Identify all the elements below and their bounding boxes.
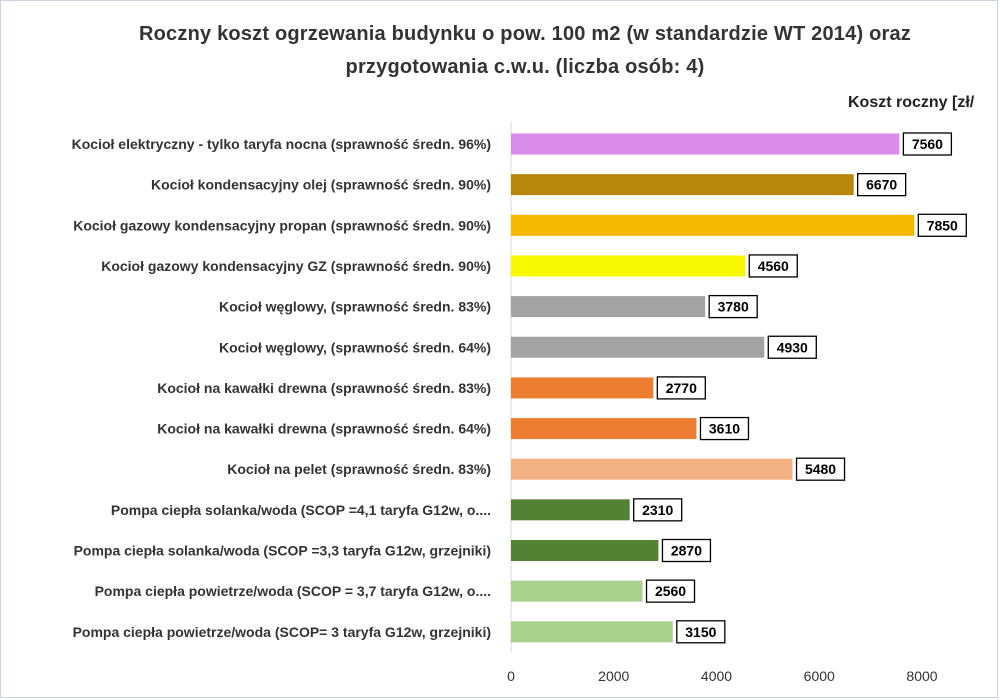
bar [511, 377, 654, 399]
data-label: 3150 [685, 624, 716, 640]
category-label: Kocioł gazowy kondensacyjny GZ (sprawnoś… [101, 258, 491, 274]
data-label: 2560 [655, 583, 686, 599]
data-label: 5480 [805, 461, 836, 477]
data-label: 3610 [709, 421, 740, 437]
data-label-box [676, 620, 726, 644]
category-label: Pompa ciepła solanka/woda (SCOP =4,1 tar… [111, 502, 491, 518]
data-label: 6670 [866, 177, 897, 193]
data-label: 7560 [912, 136, 943, 152]
bar [511, 214, 915, 236]
category-label: Pompa ciepła powietrze/woda (SCOP = 3,7 … [95, 583, 491, 599]
category-label: Kocioł węglowy, (sprawność średn. 83%) [219, 299, 491, 315]
category-label: Kocioł kondensacyjny olej (sprawność śre… [151, 177, 491, 193]
data-label-box [795, 457, 846, 481]
data-label-box [917, 213, 967, 237]
data-label: 3780 [718, 299, 749, 315]
x-tick-label: 6000 [804, 668, 835, 684]
data-label-box [748, 254, 798, 278]
bar [511, 499, 630, 521]
bar [511, 133, 900, 155]
category-label: Kocioł węglowy, (sprawność średn. 64%) [219, 339, 491, 355]
bar [511, 458, 793, 480]
category-label: Pompa ciepła solanka/woda (SCOP =3,3 tar… [74, 543, 491, 559]
category-label: Kocioł na kawałki drewna (sprawność śred… [157, 421, 491, 437]
data-label-box [857, 172, 907, 197]
bar [511, 336, 765, 358]
category-label: Kocioł na pelet (sprawność średn. 83%) [227, 461, 491, 477]
data-label-box [656, 376, 706, 400]
x-tick-label: 8000 [906, 668, 937, 684]
chart-title: Roczny koszt ogrzewania budynku o pow. 1… [0, 18, 1000, 84]
bar [511, 540, 659, 561]
chart-title-line-1: Roczny koszt ogrzewania budynku o pow. 1… [139, 23, 911, 45]
bar [511, 418, 697, 440]
data-label: 4560 [758, 258, 789, 274]
data-label: 2770 [666, 380, 697, 396]
data-label: 4930 [777, 339, 808, 355]
bar [511, 296, 706, 318]
category-label: Pompa ciepła powietrze/woda (SCOP= 3 tar… [73, 624, 491, 640]
data-label-box [767, 335, 817, 359]
category-label: Kocioł na kawałki drewna (sprawność śred… [157, 380, 491, 396]
category-label: Kocioł elektryczny - tylko taryfa nocna … [72, 136, 491, 152]
data-label-box [708, 294, 758, 319]
value-axis-label: Koszt roczny [zł/ [848, 94, 975, 111]
data-label: 2870 [671, 543, 702, 559]
data-label-box [633, 498, 683, 522]
data-label-box [699, 416, 750, 441]
bar [511, 580, 643, 602]
data-label-box [902, 132, 953, 156]
bar [511, 621, 673, 643]
bar [511, 255, 746, 277]
chart-title-line-2: przygotowania c.w.u. (liczba osób: 4) [345, 56, 705, 78]
x-tick-label: 2000 [598, 668, 629, 684]
x-tick-label: 4000 [701, 668, 732, 684]
data-label: 7850 [927, 217, 958, 233]
category-label: Kocioł gazowy kondensacyjny propan (spra… [73, 217, 491, 233]
data-label-box [645, 579, 696, 603]
x-tick-label: 0 [507, 668, 515, 684]
bar [511, 174, 854, 196]
data-label-box [661, 538, 712, 563]
data-label: 2310 [642, 502, 673, 518]
